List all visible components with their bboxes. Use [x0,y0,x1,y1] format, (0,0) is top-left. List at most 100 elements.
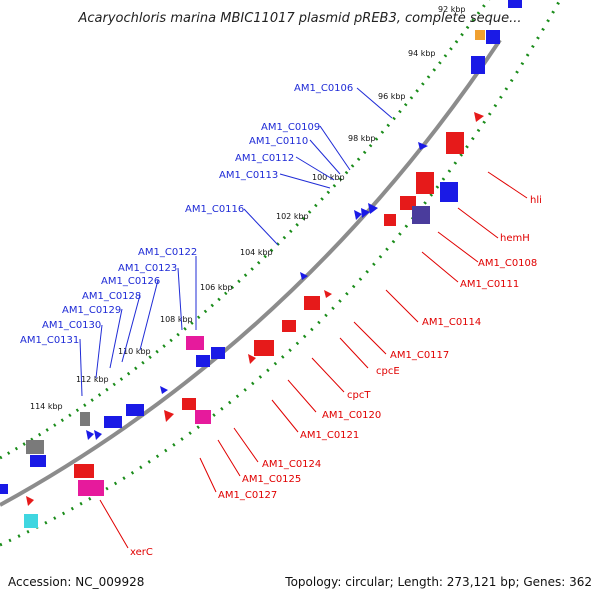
leader-line [279,173,331,189]
leader-line [199,457,217,493]
gene-label[interactable]: AM1_C0123 [118,263,177,274]
accession-text: Accession: NC_009928 [8,575,144,589]
gene-label[interactable]: cpcT [347,390,371,401]
leader-line [309,139,341,175]
gene-block[interactable] [324,290,332,298]
gene-label[interactable]: AM1_C0125 [242,474,301,485]
gene-label[interactable]: AM1_C0121 [300,430,359,441]
gene-block[interactable] [471,56,485,74]
gene-label[interactable]: AM1_C0129 [62,305,121,316]
leader-line [385,289,419,323]
gene-block[interactable] [282,320,296,332]
rrna-block[interactable] [74,464,94,478]
gene-block[interactable] [164,410,174,422]
leader-line [487,171,528,199]
gene-block[interactable] [126,404,144,416]
gene-label[interactable]: AM1_C0124 [262,459,321,470]
gene-label[interactable]: AM1_C0126 [101,276,160,287]
other-feature-block[interactable] [24,514,38,528]
gene-block[interactable] [211,347,225,359]
gene-block[interactable] [300,272,308,280]
leader-line [457,207,499,239]
map-title: Acaryochloris marina MBIC11017 plasmid p… [78,11,522,26]
gene-label[interactable]: AM1_C0109 [261,122,320,133]
gene-label[interactable]: AM1_C0117 [390,350,449,361]
backbone-circle [0,38,502,507]
gene-block[interactable] [254,340,274,356]
gene-block[interactable] [182,398,196,410]
leader-line [139,279,159,351]
gene-label[interactable]: AM1_C0116 [185,204,244,215]
rrna-block[interactable] [186,336,204,350]
leader-line [217,439,241,477]
gene-label[interactable]: AM1_C0127 [218,490,277,501]
tick-label: 94 kbp [408,49,436,58]
gene-block[interactable] [94,430,102,440]
tick-label: 112 kbp [76,375,109,384]
gene-label[interactable]: AM1_C0131 [20,335,79,346]
gene-block[interactable] [416,172,434,194]
gene-block[interactable] [104,416,122,428]
gene-block[interactable] [160,386,168,394]
forward-strand-genes [0,0,522,494]
gene-block[interactable] [86,430,94,440]
gene-block[interactable] [361,208,370,218]
leader-line [79,338,83,397]
gene-label[interactable]: AM1_C0120 [322,410,381,421]
tick-label: 108 kbp [160,315,193,324]
gene-label[interactable]: AM1_C0128 [82,291,141,302]
gene-label[interactable]: AM1_C0108 [478,258,537,269]
tick-label: 92 kbp [438,5,466,14]
rrna-block[interactable] [195,410,211,424]
gene-block[interactable] [196,355,210,367]
gene-label[interactable]: cpcE [376,366,400,377]
gc-content-outer-ring [0,0,491,460]
tick-label: 106 kbp [200,283,233,292]
trna-block[interactable] [26,440,44,454]
rrna-block[interactable] [78,480,104,496]
gene-block[interactable] [384,214,396,226]
gene-block[interactable] [368,203,378,214]
leader-line [319,125,351,171]
tick-label: 104 kbp [240,248,273,257]
gene-block[interactable] [446,132,464,154]
gene-block[interactable] [440,182,458,202]
gene-label[interactable]: AM1_C0113 [219,170,278,181]
gene-block[interactable] [354,210,362,220]
leader-line [353,321,387,355]
trna-block[interactable] [80,412,90,426]
colored-gene-block[interactable] [475,30,485,40]
leader-line [356,87,393,119]
gene-label[interactable]: AM1_C0114 [422,317,481,328]
gene-label[interactable]: hemH [500,233,530,244]
reverse-leader-lines [99,171,528,549]
leader-line [99,499,129,549]
gene-block[interactable] [474,112,484,122]
gene-label[interactable]: AM1_C0111 [460,279,519,290]
leader-line [121,294,141,363]
gene-label[interactable]: AM1_C0130 [42,320,101,331]
leader-line [109,308,123,369]
gene-label[interactable]: AM1_C0122 [138,247,197,258]
gene-block[interactable] [0,484,8,494]
gene-block[interactable] [418,142,428,150]
leader-line [233,427,259,463]
gene-block[interactable] [30,455,46,467]
leader-line [339,337,369,369]
gene-label[interactable]: hli [530,195,542,206]
dark-gene-block[interactable] [412,206,430,224]
leader-line [287,379,317,413]
gene-block[interactable] [304,296,320,310]
gene-label[interactable]: AM1_C0112 [235,153,294,164]
gene-label[interactable]: xerC [130,547,153,558]
gene-block[interactable] [508,0,522,8]
gene-block[interactable] [486,30,500,44]
gene-block[interactable] [26,496,34,506]
gene-label[interactable]: AM1_C0106 [294,83,353,94]
tick-label: 98 kbp [348,134,376,143]
tick-label: 110 kbp [118,347,151,356]
leader-line [311,357,345,393]
gene-block[interactable] [248,354,256,364]
forward-leader-lines [79,87,393,397]
gene-label[interactable]: AM1_C0110 [249,136,308,147]
